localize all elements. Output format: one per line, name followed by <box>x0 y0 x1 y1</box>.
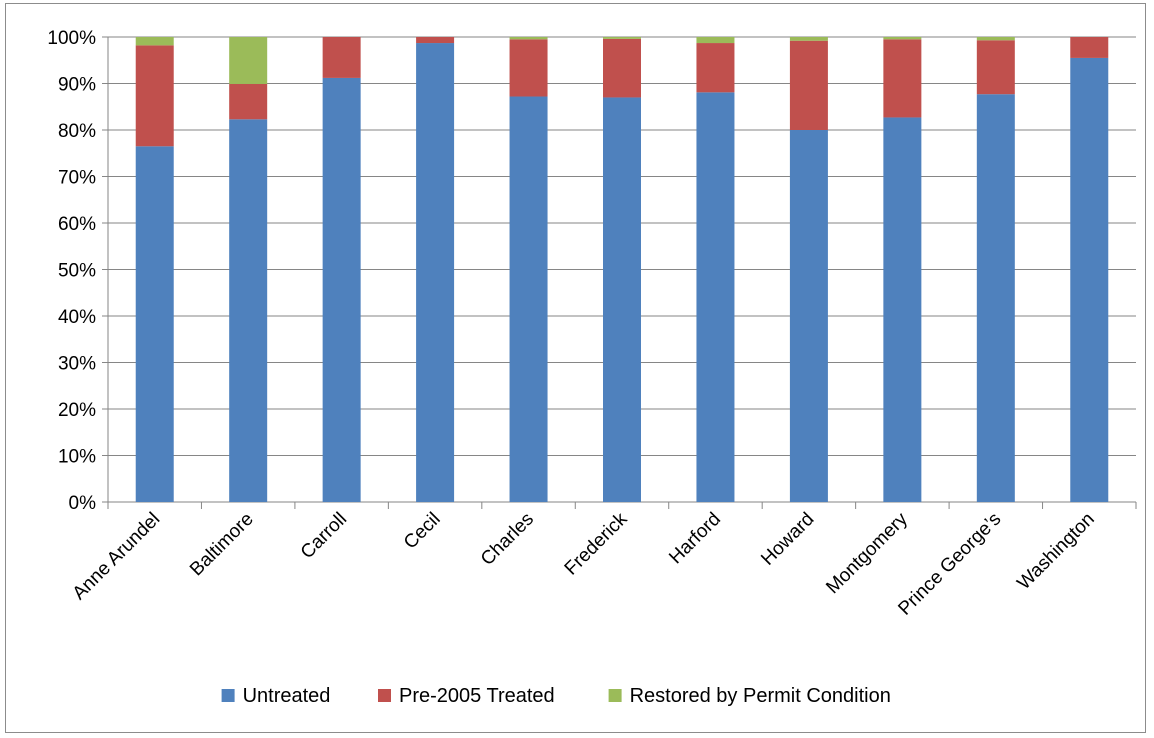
x-category-label: Anne Arundel <box>69 509 165 605</box>
bar-segment-untreated <box>322 77 361 503</box>
bar-segment-pre-2005-treated <box>322 37 361 78</box>
bar-segment-untreated <box>416 43 455 503</box>
y-tick-label: 20% <box>58 400 96 421</box>
x-category-label: Prince George’s <box>894 509 1005 620</box>
legend-swatch <box>608 689 622 702</box>
y-tick-label: 90% <box>58 75 96 96</box>
bar-segment-pre-2005-treated <box>1070 37 1109 58</box>
bar-segment-untreated <box>789 130 828 502</box>
bar-segment-restored-by-permit-condition <box>976 37 1015 41</box>
legend-swatch <box>378 689 391 702</box>
x-category-label: Howard <box>757 509 818 570</box>
y-tick-label: 70% <box>58 168 96 189</box>
x-category-label: Cecil <box>400 509 445 554</box>
bar-segment-untreated <box>1070 57 1109 503</box>
chart-frame <box>5 3 1146 733</box>
legend-label: Untreated <box>243 685 331 707</box>
bar-segment-restored-by-permit-condition <box>229 37 268 84</box>
bar-segment-restored-by-permit-condition <box>603 37 641 39</box>
bar-segment-pre-2005-treated <box>603 38 641 98</box>
x-category-label: Carroll <box>297 509 351 563</box>
x-category-label: Charles <box>477 509 538 570</box>
bar-segment-pre-2005-treated <box>696 43 735 93</box>
legend-swatch <box>221 689 235 702</box>
y-tick-label: 30% <box>58 354 96 375</box>
x-category-label: Frederick <box>561 508 632 579</box>
x-category-label: Baltimore <box>186 509 258 581</box>
y-tick-label: 50% <box>58 261 96 282</box>
bar-segment-untreated <box>509 96 548 503</box>
y-tick-label: 100% <box>47 28 96 49</box>
y-tick-label: 60% <box>58 214 96 235</box>
bar-segment-restored-by-permit-condition <box>135 37 174 46</box>
x-category-label: Harford <box>665 509 725 569</box>
bar-segment-untreated <box>883 117 922 502</box>
bar-segment-pre-2005-treated <box>976 40 1015 95</box>
legend-label: Pre-2005 Treated <box>399 685 555 707</box>
bar-segment-restored-by-permit-condition <box>883 37 922 40</box>
x-category-label: Montgomery <box>822 508 912 598</box>
bar-segment-untreated <box>976 94 1015 502</box>
bar-segment-pre-2005-treated <box>135 45 174 147</box>
bar-segment-pre-2005-treated <box>416 37 455 44</box>
bar-segment-untreated <box>696 92 735 503</box>
x-category-label: Washington <box>1014 509 1099 594</box>
y-tick-label: 10% <box>58 447 96 468</box>
y-tick-label: 0% <box>69 493 97 514</box>
bar-segment-pre-2005-treated <box>883 39 922 118</box>
y-tick-label: 80% <box>58 121 96 142</box>
bar-segment-pre-2005-treated <box>229 83 268 120</box>
bar-segment-untreated <box>603 97 641 502</box>
bar-segment-pre-2005-treated <box>509 39 548 97</box>
y-tick-label: 40% <box>58 307 96 328</box>
legend-label: Restored by Permit Condition <box>630 685 891 707</box>
bar-segment-restored-by-permit-condition <box>696 37 735 44</box>
bar-segment-pre-2005-treated <box>789 40 828 130</box>
bar-segment-restored-by-permit-condition <box>789 37 828 41</box>
bar-segment-untreated <box>135 146 174 502</box>
bar-segment-untreated <box>229 119 268 503</box>
bar-segment-restored-by-permit-condition <box>509 37 548 40</box>
